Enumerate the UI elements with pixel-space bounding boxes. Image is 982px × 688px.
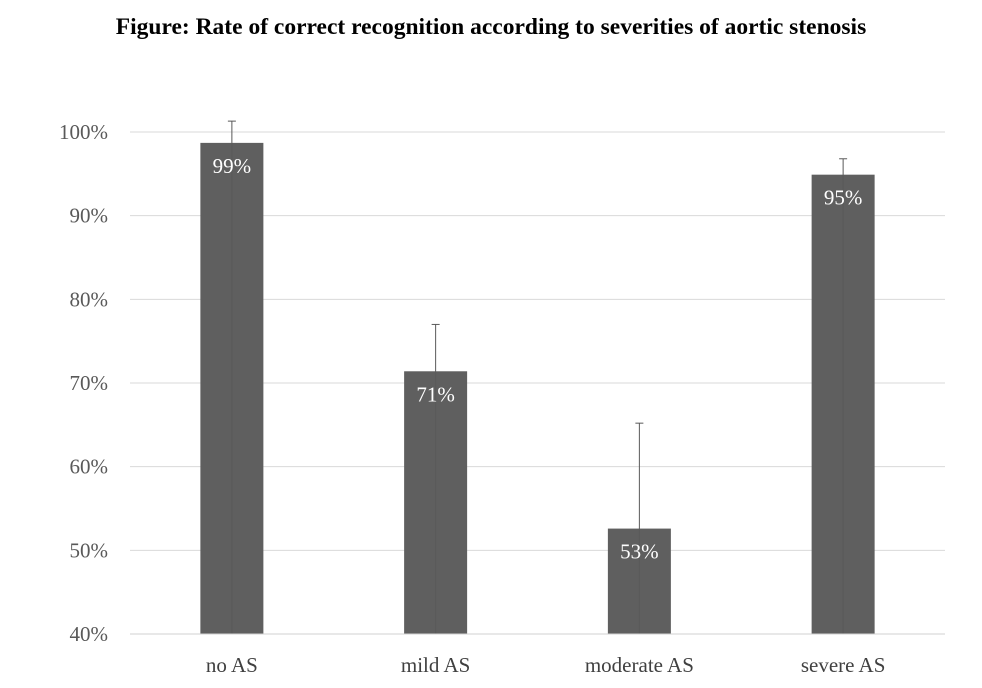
y-tick-label: 60% <box>70 455 109 479</box>
x-tick-label: mild AS <box>401 653 470 677</box>
x-tick-label: moderate AS <box>585 653 694 677</box>
y-tick-label: 50% <box>70 538 109 562</box>
x-tick-label: no AS <box>206 653 258 677</box>
y-tick-label: 70% <box>70 371 109 395</box>
y-tick-label: 40% <box>70 622 109 646</box>
y-axis: 40% 50% 60% 70% 80% 90% 100% <box>59 120 108 646</box>
data-label: 71% <box>416 382 455 406</box>
data-label: 53% <box>620 540 659 564</box>
chart-title: Figure: Rate of correct recognition acco… <box>115 14 867 40</box>
error-bars <box>227 120 848 634</box>
data-labels: 99% 71% 53% 95% <box>213 154 863 564</box>
x-tick-label: severe AS <box>801 653 886 677</box>
y-tick-label: 100% <box>59 120 108 144</box>
x-axis: no AS mild AS moderate AS severe AS <box>130 633 945 677</box>
data-label: 99% <box>213 154 252 178</box>
y-tick-label: 80% <box>70 287 109 311</box>
bars <box>200 142 875 635</box>
y-tick-label: 90% <box>70 204 109 228</box>
data-label: 95% <box>824 186 863 210</box>
